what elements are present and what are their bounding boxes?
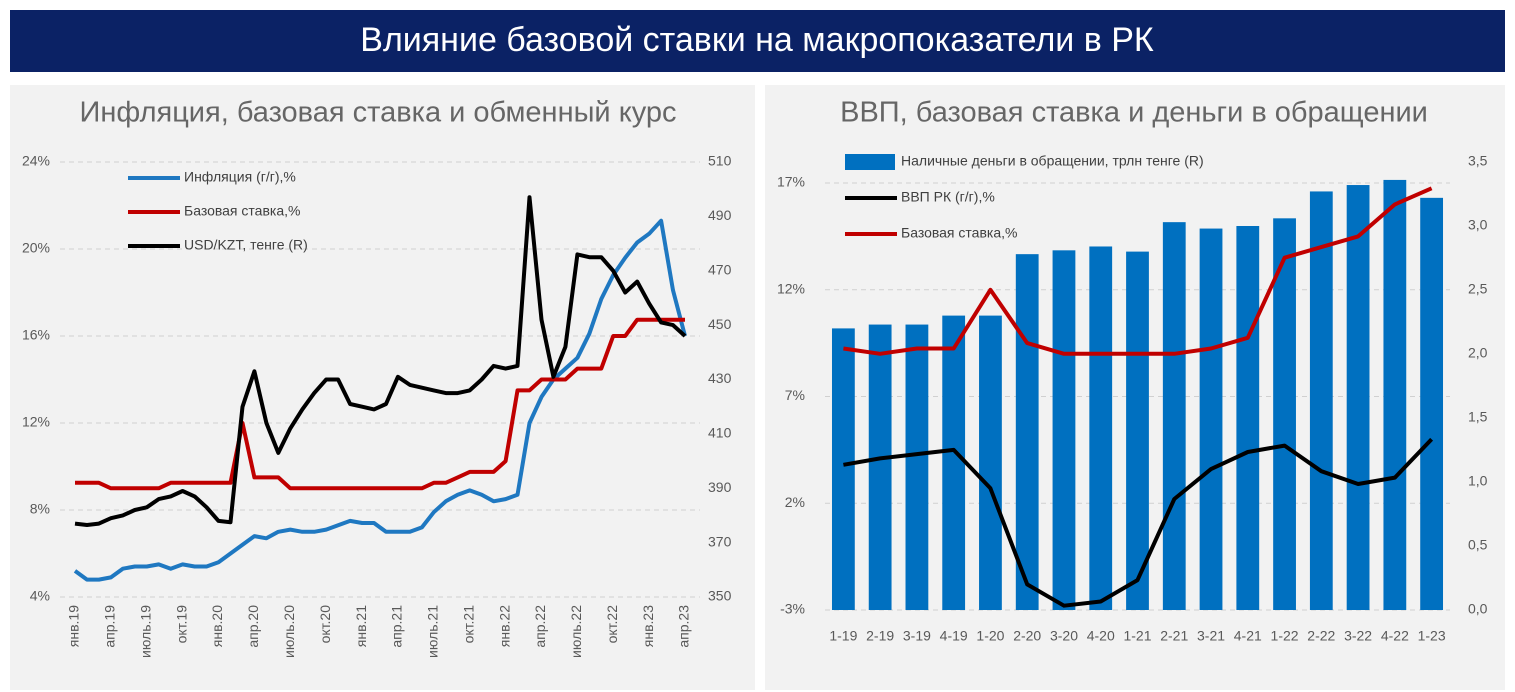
x-tick-label: апр.23 [676,605,692,648]
bar [1236,226,1260,610]
y-tick-label: 4% [30,588,50,604]
bar [979,315,1002,610]
x-tick-label: янв.22 [496,605,512,647]
x-tick-label: июль.21 [425,605,441,658]
y2-tick-label: 410 [708,425,732,441]
x-tick-label: 3-22 [1344,628,1372,644]
x-tick-label: 1-23 [1418,628,1446,644]
x-tick-label: 1-21 [1123,628,1151,644]
line [73,218,687,582]
y2-tick-label: 490 [708,207,732,223]
y2-tick-label: 430 [708,370,732,386]
x-tick-label: 4-19 [940,628,968,644]
x-tick-label: окт.19 [173,605,189,644]
y-tick-label: 17% [777,174,805,190]
x-tick-label: апр.21 [389,605,405,648]
x-tick-label: янв.20 [209,605,225,647]
y2-tick-label: 390 [708,479,732,495]
y-tick-label: 20% [22,240,50,256]
x-tick-label: июль.19 [137,605,153,658]
line [843,186,1433,356]
y2-tick-label: 0,0 [1468,601,1488,617]
bar [1383,179,1407,611]
y2-tick-label: 1,5 [1468,409,1488,425]
legend-label: Наличные деньги в обращении, трлн тенге … [901,153,1204,169]
y2-tick-label: 1,0 [1468,473,1488,489]
x-tick-label: 3-19 [903,628,931,644]
x-tick-label: июль.20 [281,605,297,658]
y-tick-label: 12% [777,280,805,296]
x-tick-label: янв.23 [640,605,656,647]
line [843,437,1434,608]
y-tick-label: 2% [785,494,805,510]
legend-label: ВВП РК (г/г),% [901,189,995,205]
chart-title: ВВП, базовая ставка и деньги в обращении [840,97,1428,129]
line [75,317,685,491]
x-tick-label: 1-19 [829,628,857,644]
y2-tick-label: 370 [708,533,732,549]
x-tick-label: янв.21 [353,605,369,647]
y-tick-label: 8% [30,501,50,517]
x-tick-label: 4-22 [1381,628,1409,644]
chart-title: Инфляция, базовая ставка и обменный курс [79,97,676,129]
header-bar [10,10,1505,72]
bar [1162,222,1186,610]
y-tick-label: -3% [780,601,805,617]
y2-tick-label: 450 [708,316,732,332]
x-tick-label: янв.19 [66,605,82,647]
y2-tick-label: 470 [708,261,732,277]
bar [1309,191,1333,610]
y2-tick-label: 2,0 [1468,345,1488,361]
x-tick-label: 1-20 [976,628,1004,644]
x-tick-label: 2-20 [1013,628,1041,644]
legend-label: USD/KZT, тенге (R) [184,237,308,253]
bar [1015,254,1039,610]
line [74,195,687,527]
x-tick-label: апр.20 [245,605,261,648]
x-tick-label: апр.19 [102,605,118,648]
y2-tick-label: 3,0 [1468,217,1488,233]
bar [1420,197,1444,610]
bar [831,328,855,610]
x-tick-label: 2-21 [1160,628,1188,644]
x-tick-label: 1-22 [1271,628,1299,644]
x-tick-label: апр.22 [532,605,548,648]
x-tick-label: июль.22 [568,605,584,658]
y-tick-label: 24% [22,153,50,169]
x-tick-label: окт.20 [317,605,333,644]
legend-label: Базовая ставка,% [184,203,300,219]
y-tick-label: 7% [785,387,805,403]
y2-tick-label: 510 [708,153,732,169]
bar [905,324,929,610]
bar [1089,246,1113,611]
legend-swatch [845,154,895,170]
panel [10,85,755,690]
bar [868,324,892,610]
bar [1052,250,1076,610]
x-tick-label: 2-22 [1307,628,1335,644]
y2-tick-label: 0,5 [1468,537,1488,553]
legend-label: Базовая ставка,% [901,225,1017,241]
x-tick-label: окт.22 [604,605,620,644]
x-tick-label: 4-20 [1087,628,1115,644]
bar [1273,218,1296,610]
bar [942,315,966,610]
y2-tick-label: 3,5 [1468,153,1488,169]
y-tick-label: 16% [22,327,50,343]
x-tick-label: 3-21 [1197,628,1225,644]
y2-tick-label: 2,5 [1468,281,1488,297]
y2-tick-label: 350 [708,588,732,604]
x-tick-label: 3-20 [1050,628,1078,644]
bar [1346,185,1370,611]
x-tick-label: окт.21 [460,605,476,644]
x-tick-label: 2-19 [866,628,894,644]
x-tick-label: 4-21 [1234,628,1262,644]
page-title: Влияние базовой ставки на макропоказател… [360,21,1154,59]
bar [1199,228,1223,610]
y-tick-label: 12% [22,414,50,430]
bar [1126,251,1149,610]
legend-label: Инфляция (г/г),% [184,169,296,185]
